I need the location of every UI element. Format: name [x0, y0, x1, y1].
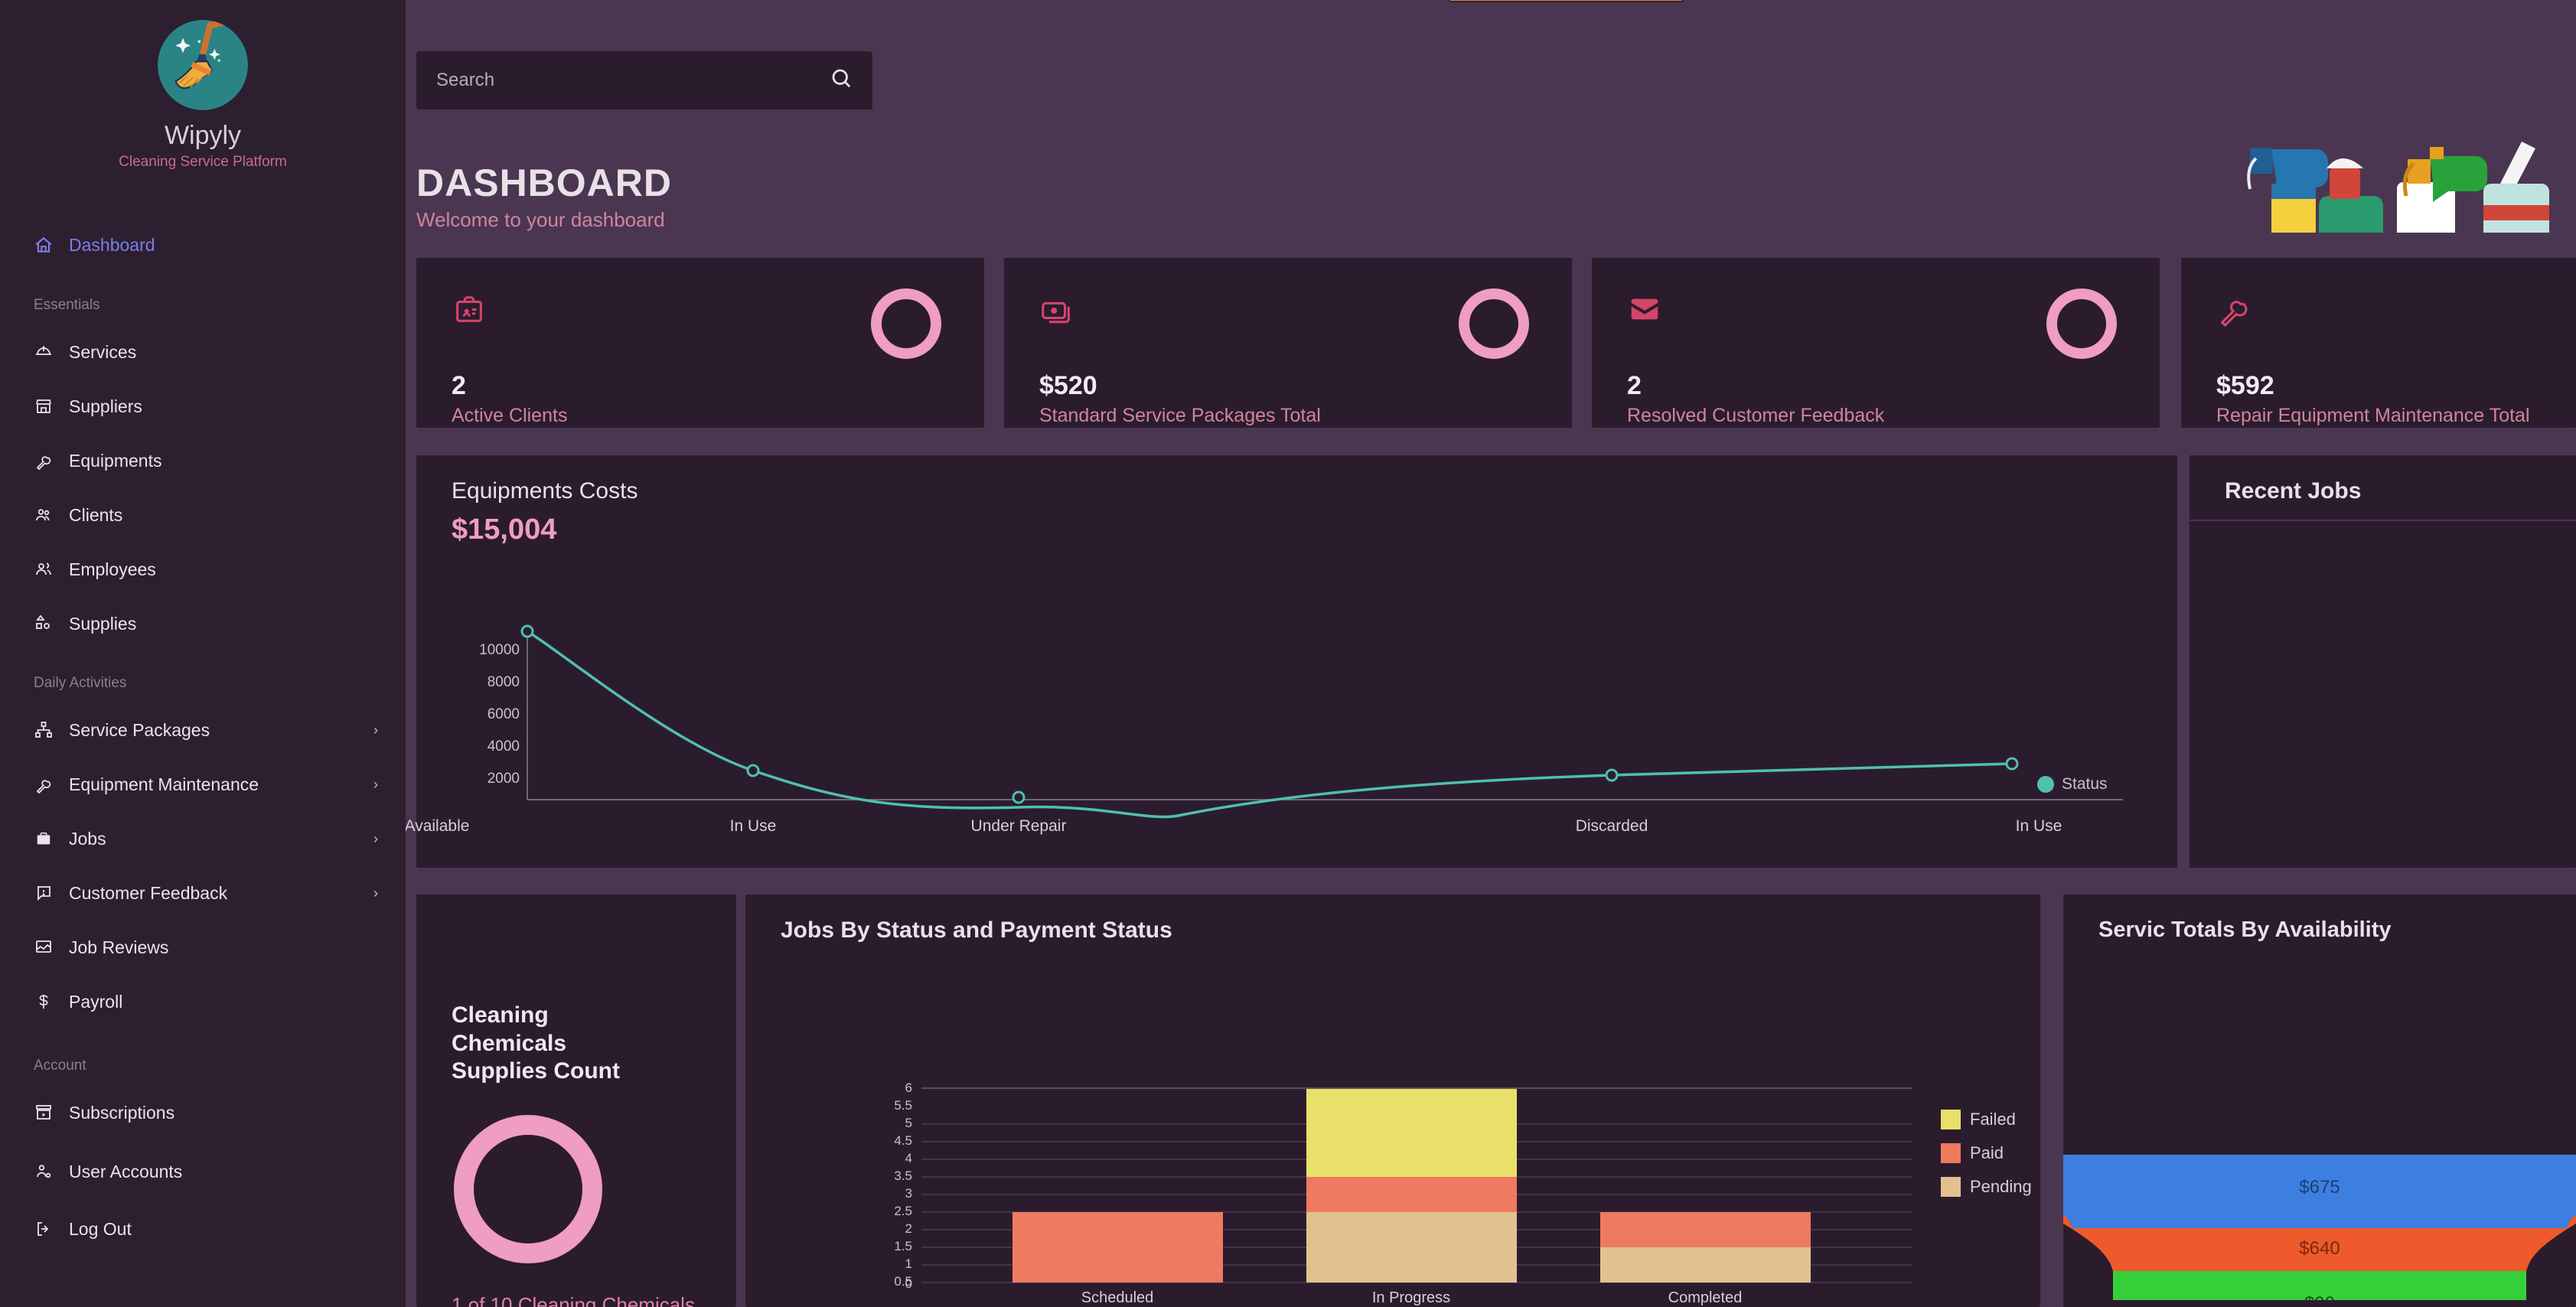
svg-text:5: 5	[905, 1116, 912, 1130]
svg-text:1.5: 1.5	[894, 1239, 912, 1253]
svg-text:10000: 10000	[479, 642, 520, 658]
svg-text:$675: $675	[2299, 1177, 2340, 1198]
svg-text:Scheduled: Scheduled	[1081, 1289, 1154, 1306]
svg-text:$90: $90	[2304, 1293, 2335, 1300]
svg-text:2000: 2000	[487, 771, 520, 787]
svg-text:$640: $640	[2299, 1238, 2340, 1259]
svg-text:In Progress: In Progress	[1372, 1289, 1450, 1306]
svg-text:2: 2	[905, 1221, 912, 1236]
svg-text:1: 1	[905, 1256, 912, 1271]
svg-text:3.5: 3.5	[894, 1168, 912, 1183]
svg-text:0: 0	[905, 1276, 912, 1291]
svg-text:6000: 6000	[487, 706, 520, 722]
svg-text:8000: 8000	[487, 674, 520, 690]
svg-text:4: 4	[905, 1151, 912, 1165]
svg-text:5.5: 5.5	[894, 1098, 912, 1113]
svg-text:6: 6	[905, 1080, 912, 1095]
svg-text:Completed: Completed	[1668, 1289, 1743, 1306]
svg-text:2.5: 2.5	[894, 1204, 912, 1218]
svg-text:4000: 4000	[487, 738, 520, 755]
svg-text:4.5: 4.5	[894, 1133, 912, 1148]
svg-text:3: 3	[905, 1186, 912, 1201]
